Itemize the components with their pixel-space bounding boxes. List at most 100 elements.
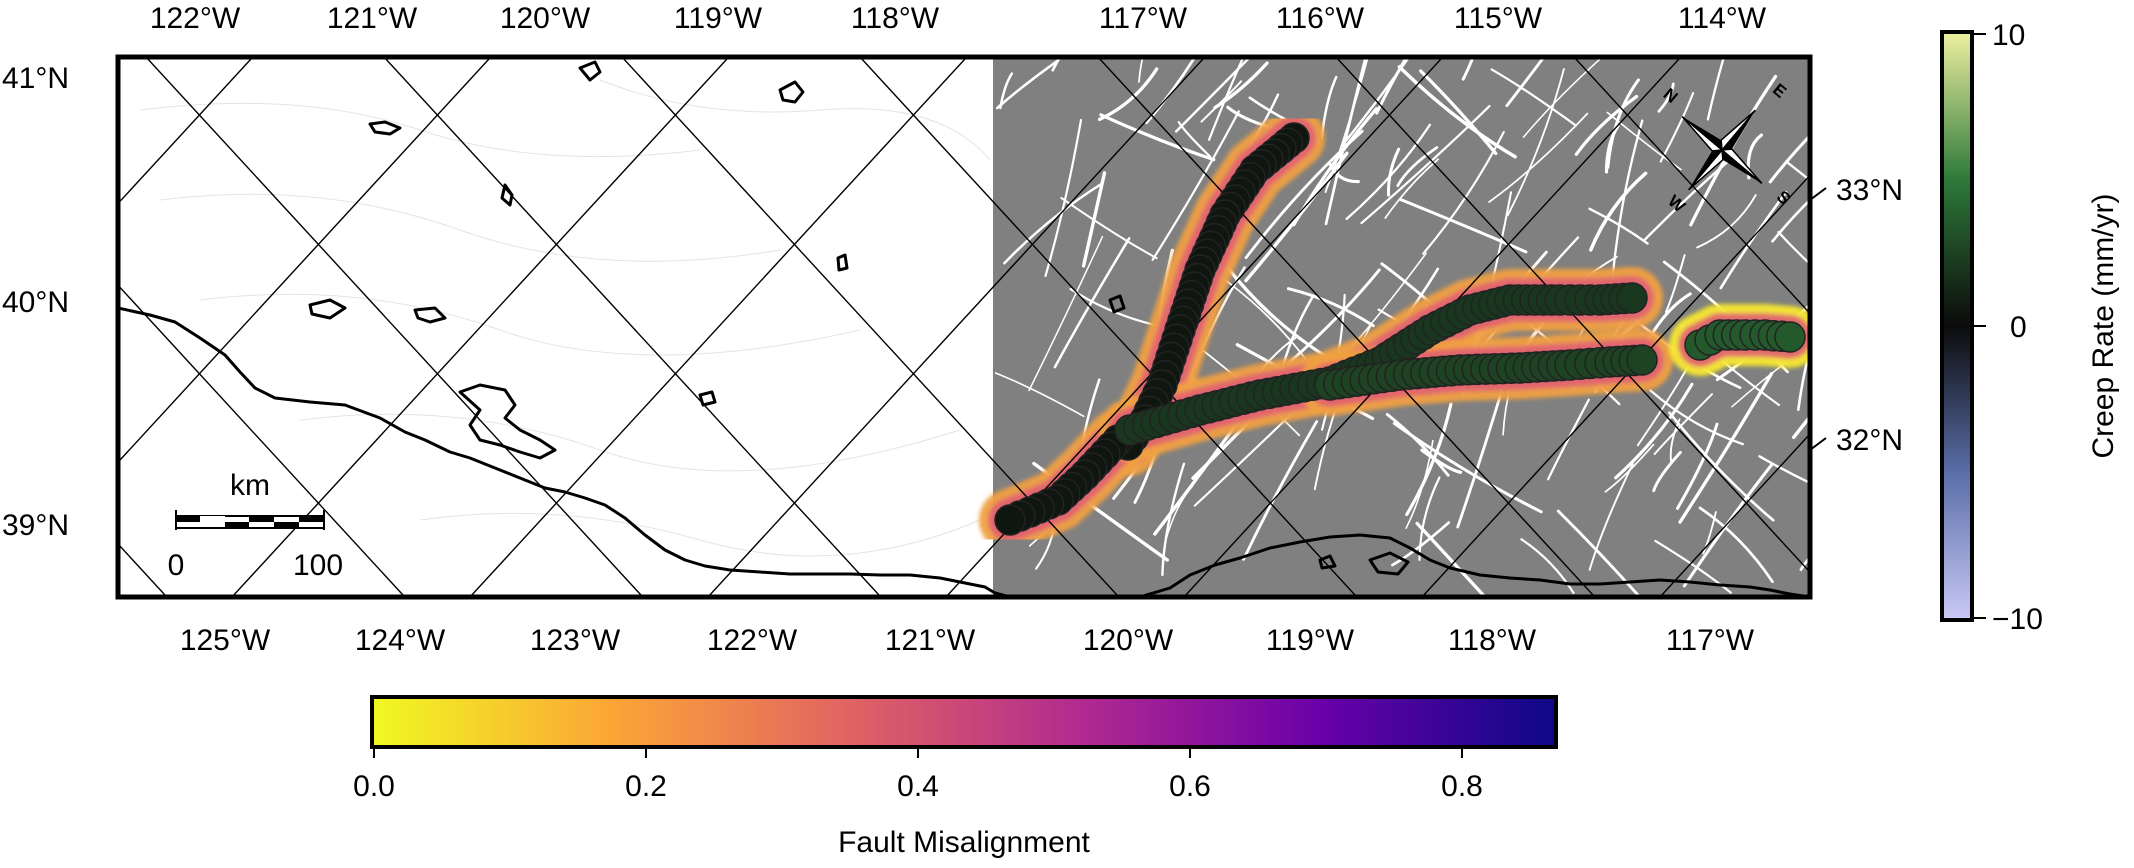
creep-colorbar: 10 0 −10 Creep Rate (mm/yr) <box>1940 19 2120 636</box>
fault-trace <box>1488 112 1589 203</box>
parallel-line <box>231 57 730 597</box>
fault-trace <box>1702 511 1717 555</box>
fault-trace <box>1060 196 1158 260</box>
fault-trace <box>1208 57 1245 141</box>
bottom-tick-label: 117°W <box>1666 624 1755 657</box>
fault-trace <box>1418 476 1441 561</box>
left-tick-label: 39°N <box>2 509 69 542</box>
fault-trace <box>1758 455 1810 485</box>
fault-trace <box>1081 171 1107 268</box>
fault-trace <box>1145 57 1197 125</box>
fault-trace <box>1556 509 1642 597</box>
coastline <box>118 60 1810 597</box>
meridian-line <box>118 284 406 597</box>
fault-trace <box>1360 105 1491 225</box>
fault-trace <box>1099 113 1216 162</box>
map-panel <box>118 57 1810 597</box>
bottom-tick-labels: 125°W 124°W 123°W 122°W 121°W 120°W 119°… <box>180 624 1755 657</box>
creep-colorbar-label: Creep Rate (mm/yr) <box>2087 193 2120 458</box>
right-tick-label: 32°N <box>1836 424 1903 457</box>
bottom-tick-label: 122°W <box>707 624 798 657</box>
fault-trace <box>1345 123 1432 221</box>
fault-trace <box>1490 68 1577 127</box>
parallel-line <box>469 57 968 597</box>
fault-trace <box>1606 111 1682 171</box>
fault-trace <box>1392 421 1543 514</box>
left-tick-labels: 41°N 40°N 39°N <box>2 62 69 542</box>
parallel-line <box>1421 174 1810 597</box>
fault-trace <box>1161 462 1186 577</box>
misalignment-colorbar-label: Fault Misalignment <box>838 826 1090 859</box>
left-tick-label: 41°N <box>2 62 69 95</box>
fault-trace <box>1398 197 1528 254</box>
scale-bar-start: 0 <box>168 549 185 582</box>
creep-tick-label: −10 <box>1992 603 2043 636</box>
fault-trace <box>1614 382 1694 480</box>
fault-trace <box>1706 57 1726 121</box>
fault-trace <box>1044 118 1083 277</box>
misalignment-colorbar-fill <box>370 695 1558 749</box>
fault-trace <box>1797 343 1810 411</box>
right-tick-label: 33°N <box>1836 174 1903 207</box>
creep-marker <box>1616 282 1648 314</box>
fault-trace <box>1461 57 1475 81</box>
scale-bar: km 0 100 <box>168 469 343 582</box>
fault-trace <box>1520 538 1575 594</box>
parallel-line <box>118 57 492 464</box>
creep-tick-label: 10 <box>1992 19 2025 52</box>
fault-trace <box>1225 280 1307 360</box>
bottom-tick-label: 123°W <box>530 624 621 657</box>
fault-trace <box>1397 65 1517 159</box>
fault-trace <box>1324 57 1368 226</box>
fault-trace <box>1664 254 1686 314</box>
fault-trace <box>1588 462 1634 571</box>
meridian-line <box>145 57 644 597</box>
fault-trace <box>1606 78 1640 169</box>
fault-trace <box>1244 151 1349 283</box>
fault-trace <box>1422 130 1505 255</box>
fault-trace <box>1242 420 1319 561</box>
right-tick-labels: 33°N 32°N <box>1836 174 1903 457</box>
top-tick-label: 117°W <box>1099 2 1188 35</box>
parallel-line <box>707 57 1206 597</box>
fault-trace <box>1420 448 1463 474</box>
misalignment-colorbar: 0.0 0.2 0.4 0.6 0.8 Fault Misalignment <box>353 695 1558 859</box>
fault-trace <box>1522 58 1601 138</box>
fault-trace <box>994 372 1085 418</box>
fault-trace <box>1288 268 1381 364</box>
fault-trace <box>1777 230 1810 266</box>
fault-trace <box>1604 124 1620 174</box>
top-tick-label: 116°W <box>1276 2 1365 35</box>
fault-trace <box>1589 171 1648 252</box>
fault-trace <box>1200 80 1243 123</box>
fault-trace <box>1385 413 1450 477</box>
fault-trace <box>1799 555 1810 571</box>
bottom-tick-label: 125°W <box>180 624 271 657</box>
bottom-tick-label: 118°W <box>1448 624 1537 657</box>
fault-trace <box>1654 539 1732 594</box>
fault-trace <box>1174 57 1252 133</box>
fault-trace <box>1604 443 1655 493</box>
fault-trace <box>1574 94 1639 156</box>
fault-trace <box>1696 194 1757 249</box>
misalignment-tick-label: 0.2 <box>625 770 667 803</box>
top-tick-labels: 122°W 121°W 120°W 119°W 118°W 117°W 116°… <box>150 2 1767 35</box>
meridian-line <box>1573 57 1810 315</box>
creep-marker <box>994 504 1026 536</box>
scale-bar-unit: km <box>230 469 270 502</box>
fault-trace <box>1698 506 1774 584</box>
top-tick-label: 119°W <box>674 2 763 35</box>
fault-trace <box>1657 82 1675 113</box>
misalignment-tick-label: 0.6 <box>1169 770 1211 803</box>
meridian-line <box>859 57 1358 597</box>
fault-trace <box>1792 413 1810 439</box>
fault-trace <box>1771 198 1810 243</box>
fault-trace <box>1419 69 1498 156</box>
top-tick-label: 121°W <box>327 2 418 35</box>
fault-trace <box>1391 521 1451 567</box>
top-tick-label: 122°W <box>150 2 241 35</box>
compass-rose-icon <box>1681 109 1763 191</box>
fault-trace <box>1668 411 1775 522</box>
bottom-tick-label: 119°W <box>1266 624 1355 657</box>
